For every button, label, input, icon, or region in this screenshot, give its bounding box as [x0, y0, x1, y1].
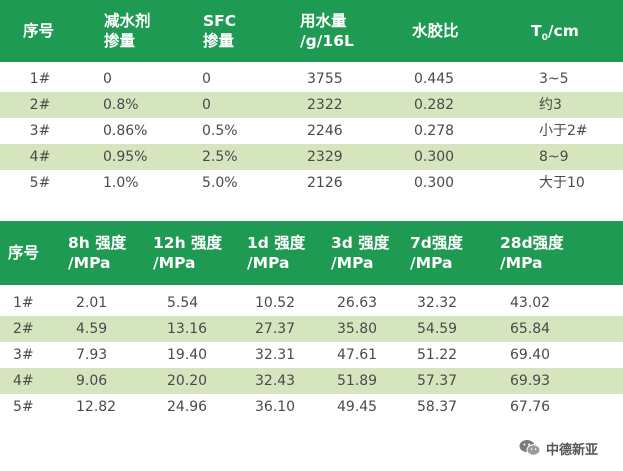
- cell-8h: 4.59: [76, 321, 108, 337]
- row-index: 2#: [29, 97, 51, 113]
- cell-28d: 69.93: [510, 373, 551, 389]
- table-row: 4# 9.06 20.20 32.43 51.89 57.37 69.93: [0, 368, 623, 394]
- table-row: 1# 2.01 5.54 10.52 26.63 32.32 43.02: [0, 290, 623, 316]
- cell-28d: 69.40: [510, 347, 551, 363]
- row-index: 1#: [29, 71, 51, 87]
- cell-3d: 47.61: [337, 347, 378, 363]
- t2-header-index: 序号: [8, 244, 40, 262]
- cell-7d: 54.59: [417, 321, 458, 337]
- row-index: 4#: [29, 149, 51, 165]
- row-index: 5#: [29, 175, 51, 191]
- cell-1d: 32.43: [255, 373, 296, 389]
- cell-water: 2329: [307, 149, 343, 165]
- row-index: 4#: [13, 373, 34, 389]
- t1-header-sfc: SFC 掺量: [203, 12, 237, 50]
- cell-ratio: 0.445: [414, 71, 455, 87]
- cell-t0: 3~5: [539, 71, 569, 87]
- cell-ratio: 0.300: [414, 149, 455, 165]
- watermark-text: 中德新亚: [546, 442, 599, 458]
- cell-8h: 9.06: [76, 373, 108, 389]
- t2-header-1d: 1d 强度 /MPa: [247, 234, 306, 272]
- cell-water: 2246: [307, 123, 343, 139]
- row-index: 3#: [13, 347, 34, 363]
- row-index: 1#: [13, 295, 34, 311]
- cell-water: 3755: [307, 71, 343, 87]
- cell-t0: 8~9: [539, 149, 569, 165]
- cell-28d: 65.84: [510, 321, 551, 337]
- cell-28d: 43.02: [510, 295, 551, 311]
- watermark: 中德新亚: [519, 437, 598, 459]
- cell-reducer: 0: [103, 71, 112, 87]
- strength-table: 序号 8h 强度 /MPa 12h 强度 /MPa 1d 强度 /MPa 3d …: [0, 221, 623, 420]
- t2-header-12h: 12h 强度 /MPa: [153, 234, 223, 272]
- cell-3d: 35.80: [337, 321, 378, 337]
- row-index: 5#: [13, 399, 34, 415]
- cell-sfc: 0: [202, 71, 211, 87]
- t1-header-index: 序号: [23, 22, 55, 40]
- t2-header-3d: 3d 强度 /MPa: [331, 234, 390, 272]
- cell-ratio: 0.300: [414, 175, 455, 191]
- cell-1d: 27.37: [255, 321, 296, 337]
- table2-header: 序号 8h 强度 /MPa 12h 强度 /MPa 1d 强度 /MPa 3d …: [0, 221, 623, 285]
- t2-header-8h: 8h 强度 /MPa: [68, 234, 127, 272]
- mix-proportion-table: 序号 减水剂 掺量 SFC 掺量 用水量 /g/16L 水胶比 T0/cm 1#…: [0, 0, 623, 196]
- cell-12h: 13.16: [167, 321, 208, 337]
- t1-header-reducer: 减水剂 掺量: [104, 12, 151, 50]
- cell-12h: 19.40: [167, 347, 208, 363]
- cell-7d: 51.22: [417, 347, 458, 363]
- table-row: 3# 0.86% 0.5% 2246 0.278 小于2#: [0, 118, 623, 144]
- cell-sfc: 2.5%: [202, 149, 238, 165]
- cell-t0: 大于10: [539, 175, 585, 191]
- cell-sfc: 0.5%: [202, 123, 238, 139]
- cell-3d: 26.63: [337, 295, 378, 311]
- cell-ratio: 0.282: [414, 97, 455, 113]
- cell-1d: 10.52: [255, 295, 296, 311]
- table-row: 2# 0.8% 0 2322 0.282 约3: [0, 92, 623, 118]
- cell-reducer: 0.86%: [103, 123, 148, 139]
- wechat-icon: [519, 440, 541, 456]
- table-row: 2# 4.59 13.16 27.37 35.80 54.59 65.84: [0, 316, 623, 342]
- cell-t0: 小于2#: [539, 123, 588, 139]
- cell-8h: 12.82: [76, 399, 117, 415]
- table-row: 3# 7.93 19.40 32.31 47.61 51.22 69.40: [0, 342, 623, 368]
- cell-7d: 32.32: [417, 295, 458, 311]
- row-index: 2#: [13, 321, 34, 337]
- t1-header-t0: T0/cm: [531, 22, 579, 44]
- t1-header-water: 用水量 /g/16L: [300, 12, 354, 50]
- cell-reducer: 0.95%: [103, 149, 148, 165]
- t2-header-7d: 7d强度 /MPa: [410, 234, 463, 272]
- cell-t0: 约3: [539, 97, 562, 113]
- cell-1d: 36.10: [255, 399, 296, 415]
- cell-ratio: 0.278: [414, 123, 455, 139]
- cell-reducer: 0.8%: [103, 97, 139, 113]
- cell-12h: 5.54: [167, 295, 199, 311]
- cell-sfc: 0: [202, 97, 211, 113]
- cell-sfc: 5.0%: [202, 175, 238, 191]
- cell-water: 2322: [307, 97, 343, 113]
- table-row: 5# 1.0% 5.0% 2126 0.300 大于10: [0, 170, 623, 196]
- cell-8h: 2.01: [76, 295, 108, 311]
- cell-8h: 7.93: [76, 347, 108, 363]
- cell-reducer: 1.0%: [103, 175, 139, 191]
- cell-7d: 57.37: [417, 373, 458, 389]
- table1-header: 序号 减水剂 掺量 SFC 掺量 用水量 /g/16L 水胶比 T0/cm: [0, 0, 623, 62]
- cell-28d: 67.76: [510, 399, 551, 415]
- table-row: 4# 0.95% 2.5% 2329 0.300 8~9: [0, 144, 623, 170]
- cell-3d: 49.45: [337, 399, 378, 415]
- cell-water: 2126: [307, 175, 343, 191]
- table-row: 5# 12.82 24.96 36.10 49.45 58.37 67.76: [0, 394, 623, 420]
- row-index: 3#: [29, 123, 51, 139]
- cell-12h: 20.20: [167, 373, 208, 389]
- cell-12h: 24.96: [167, 399, 208, 415]
- t2-header-28d: 28d强度 /MPa: [500, 234, 564, 272]
- table-row: 1# 0 0 3755 0.445 3~5: [0, 66, 623, 92]
- cell-1d: 32.31: [255, 347, 296, 363]
- t1-header-ratio: 水胶比: [412, 22, 459, 40]
- cell-3d: 51.89: [337, 373, 378, 389]
- cell-7d: 58.37: [417, 399, 458, 415]
